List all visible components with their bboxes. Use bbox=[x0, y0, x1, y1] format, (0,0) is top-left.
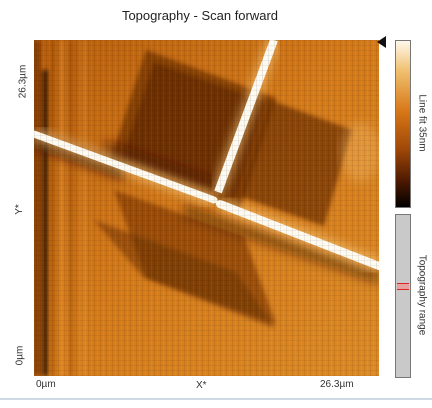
x-axis-max-label: 26.3µm bbox=[320, 379, 354, 390]
color-scale-bar bbox=[395, 40, 411, 208]
plot-title: Topography - Scan forward bbox=[121, 8, 279, 23]
color-scale-label: Line fit 35nm bbox=[416, 94, 428, 152]
topography-scan-image[interactable] bbox=[34, 40, 379, 376]
topography-range-bar[interactable] bbox=[395, 214, 411, 378]
y-axis-title: Y* bbox=[13, 204, 25, 215]
scan-svg bbox=[34, 40, 379, 376]
x-axis-title: X* bbox=[196, 380, 207, 391]
range-marker[interactable] bbox=[397, 283, 409, 290]
x-axis-min-label: 0µm bbox=[36, 379, 56, 390]
topography-range-label: Topography range bbox=[416, 254, 428, 336]
scan-position-marker[interactable] bbox=[377, 36, 386, 48]
hline-texture bbox=[34, 40, 379, 376]
y-axis-min-label: 0µm bbox=[14, 345, 26, 366]
bottom-divider bbox=[0, 398, 432, 400]
y-axis-max-label: 26.3µm bbox=[17, 64, 29, 99]
